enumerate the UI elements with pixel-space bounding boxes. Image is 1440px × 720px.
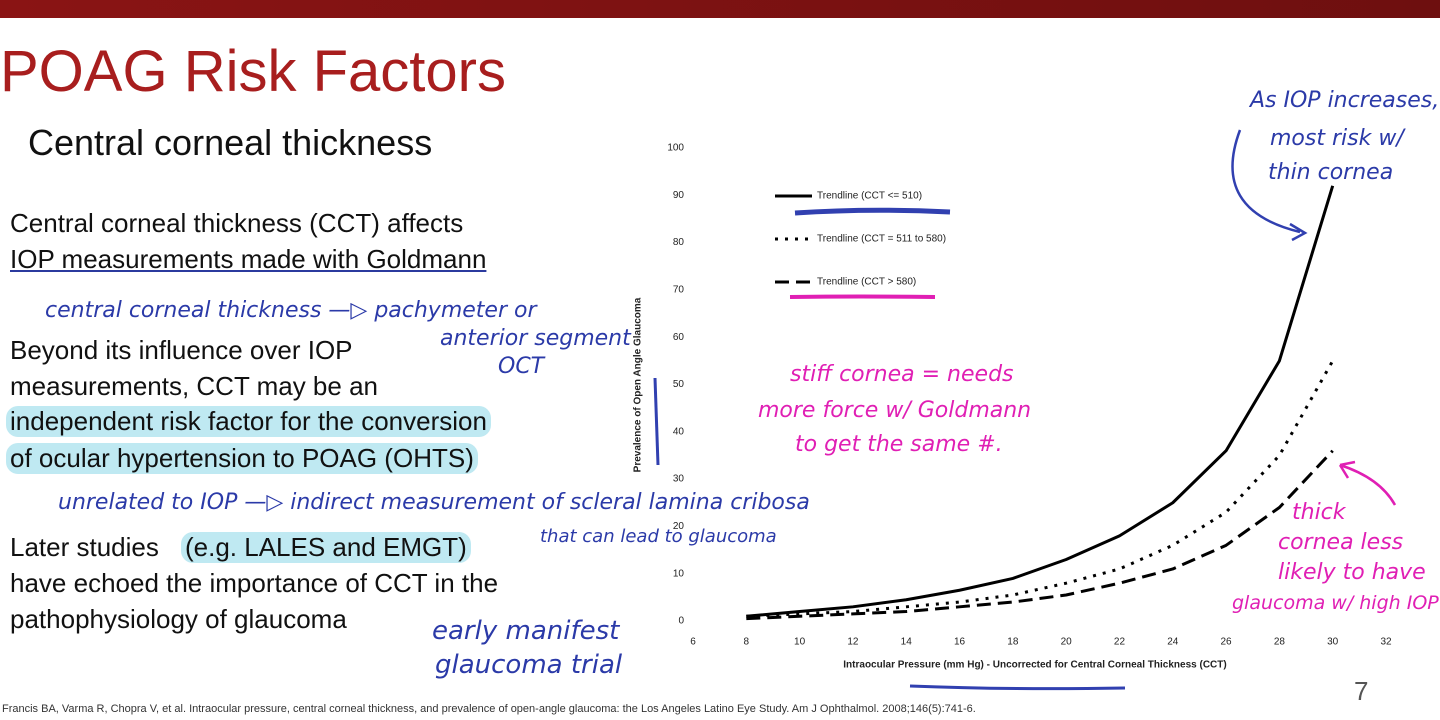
- x-tick-label: 10: [794, 637, 806, 648]
- annotation: thin cornea: [1268, 160, 1394, 185]
- annotation: to get the same #.: [795, 432, 1003, 457]
- y-tick-label: 60: [673, 332, 685, 343]
- body-line: have echoed the importance of CCT in the: [10, 568, 499, 598]
- body-line: Beyond its influence over IOP: [10, 335, 353, 365]
- body-line: Central corneal thickness (CCT) affects: [10, 208, 464, 238]
- annotation: glaucoma w/ high IOP: [1232, 592, 1439, 614]
- body-line-highlight: independent risk factor for the conversi…: [6, 406, 491, 437]
- body-line: IOP measurements made with Goldmann: [10, 244, 487, 274]
- annotation: more force w/ Goldmann: [758, 398, 1032, 423]
- highlight-stroke: [794, 207, 951, 216]
- y-axis-label: Prevalence of Open Angle Glaucoma: [633, 297, 644, 472]
- x-tick-label: 26: [1221, 637, 1233, 648]
- handwritten-arrow: [1231, 129, 1308, 242]
- annotation: central corneal thickness —▷ pachymeter …: [45, 298, 537, 323]
- legend-label: Trendline (CCT <= 510): [817, 191, 922, 202]
- annotation: glaucoma trial: [435, 650, 623, 680]
- annotation: As IOP increases,: [1250, 88, 1440, 113]
- y-tick-label: 40: [673, 426, 685, 437]
- page-number: 7: [1354, 676, 1369, 706]
- annotation: early manifest: [432, 616, 620, 646]
- x-tick-label: 30: [1327, 637, 1339, 648]
- trendline: [746, 360, 1334, 618]
- legend-label: Trendline (CCT = 511 to 580): [817, 234, 946, 245]
- x-tick-label: 32: [1380, 637, 1392, 648]
- legend-label: Trendline (CCT > 580): [817, 277, 916, 288]
- trendline: [746, 185, 1335, 618]
- y-tick-label: 90: [673, 190, 685, 201]
- y-tick-label: 100: [667, 143, 684, 154]
- x-tick-label: 16: [954, 637, 966, 648]
- annotation: OCT: [498, 354, 545, 379]
- body-line: pathophysiology of glaucoma: [10, 604, 347, 634]
- x-tick-label: 14: [901, 637, 913, 648]
- slide-title: POAG Risk Factors: [0, 39, 506, 104]
- x-tick-label: 6: [690, 637, 696, 648]
- x-axis-label: Intraocular Pressure (mm Hg) - Uncorrect…: [843, 660, 1226, 671]
- x-tick-label: 24: [1167, 637, 1179, 648]
- y-tick-label: 10: [673, 568, 685, 579]
- x-tick-label: 12: [847, 637, 859, 648]
- trendline: [746, 449, 1334, 621]
- handwritten-mark: [653, 377, 660, 466]
- annotation: most risk w/: [1270, 126, 1404, 151]
- y-tick-label: 20: [673, 521, 685, 532]
- y-tick-label: 50: [673, 379, 685, 390]
- annotation: thick: [1292, 500, 1346, 525]
- annotation: unrelated to IOP —▷ indirect measurement…: [58, 490, 810, 515]
- annotation: likely to have: [1278, 560, 1426, 585]
- x-tick-label: 22: [1114, 637, 1126, 648]
- slide-subtitle: Central corneal thickness: [28, 122, 433, 163]
- y-tick-label: 80: [673, 237, 685, 248]
- y-tick-label: 30: [673, 474, 685, 485]
- top-bar: [0, 0, 1440, 18]
- body-line-highlight: of ocular hypertension to POAG (OHTS): [6, 443, 478, 474]
- body-line: measurements, CCT may be an: [10, 371, 378, 401]
- annotation: that can lead to glaucoma: [540, 526, 777, 547]
- annotation: cornea less: [1278, 530, 1404, 555]
- x-tick-label: 20: [1061, 637, 1073, 648]
- highlight-stroke: [789, 294, 936, 299]
- handwritten-arrow: [1338, 460, 1397, 506]
- x-tick-label: 18: [1007, 637, 1019, 648]
- body-line: Later studies: [10, 532, 159, 562]
- body-line-highlight: (e.g. LALES and EMGT): [181, 532, 471, 563]
- annotation: stiff cornea = needs: [790, 362, 1014, 387]
- x-tick-label: 28: [1274, 637, 1286, 648]
- annotation: anterior segment: [440, 326, 631, 351]
- highlight-stroke: [909, 684, 1126, 691]
- x-tick-label: 8: [744, 637, 750, 648]
- citation: Francis BA, Varma R, Chopra V, et al. In…: [2, 703, 976, 715]
- y-tick-label: 70: [673, 285, 685, 296]
- y-tick-label: 0: [678, 616, 684, 627]
